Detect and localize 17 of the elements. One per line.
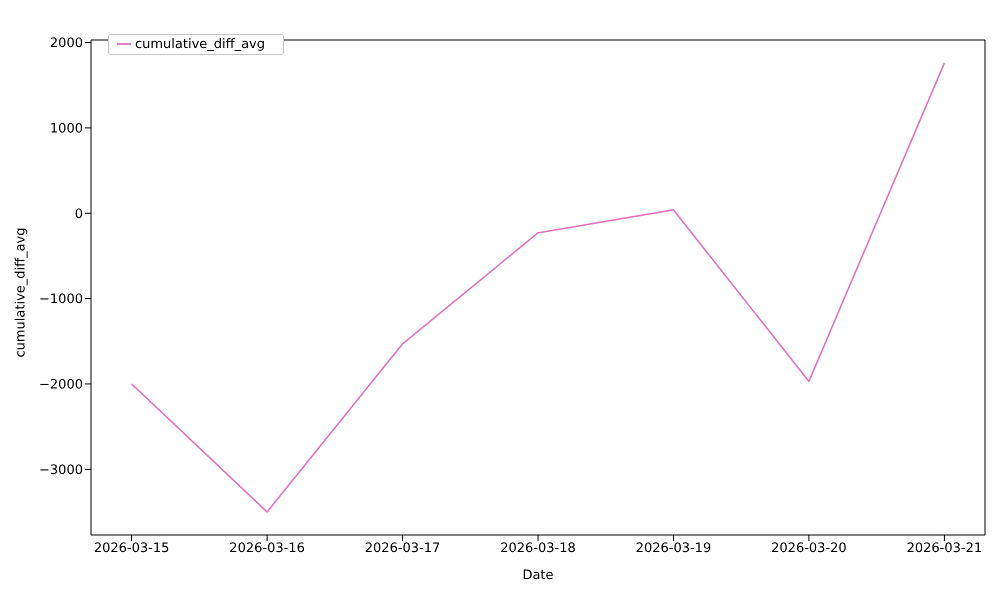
y-tick-label: −2000 [39,378,83,393]
legend-label: cumulative_diff_avg [135,37,265,52]
y-axis-title: cumulative_diff_avg [14,228,29,358]
x-tick-label: 2026-03-18 [500,541,576,556]
y-tick-label: −1000 [39,292,83,308]
y-tick-label: −3000 [39,462,83,478]
x-tick-label: 2026-03-17 [364,541,440,556]
x-axis-title: Date [522,568,554,583]
x-tick-label: 2026-03-16 [229,541,305,556]
y-tick-label: 2000 [50,36,83,52]
line-series [130,62,946,513]
y-tick-label: 0 [74,206,83,222]
x-tick-label: 2026-03-15 [94,541,170,556]
x-tick-label: 2026-03-20 [771,541,847,556]
x-tick-label: 2026-03-19 [636,541,712,556]
x-tick-label: 2026-03-21 [906,541,982,556]
y-tick-label: 1000 [50,122,83,137]
